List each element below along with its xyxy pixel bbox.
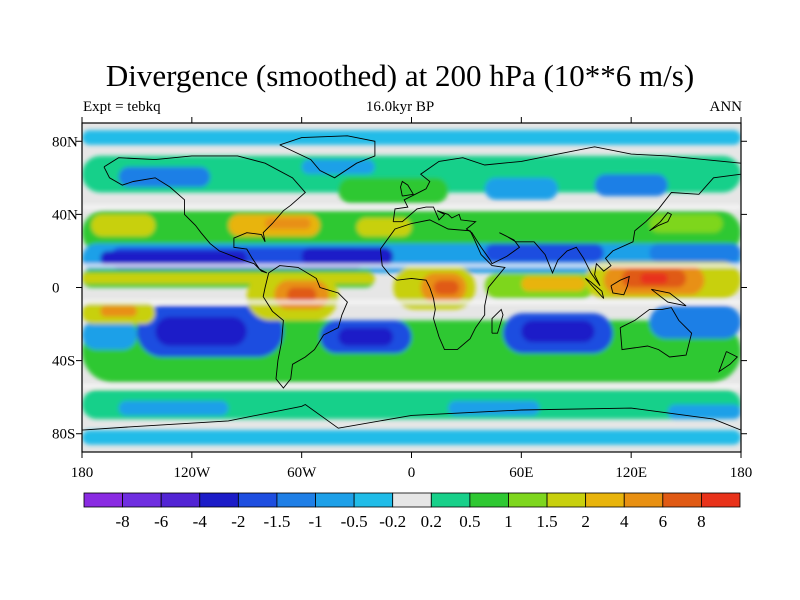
colorbar-swatch — [353, 492, 394, 508]
colorbar-swatch — [237, 492, 278, 508]
lon-tick-label: 0 — [408, 465, 416, 481]
lon-tick-label: 180 — [730, 465, 753, 481]
colorbar-swatch — [315, 492, 355, 508]
coastline — [82, 403, 741, 431]
colorbar-label: -8 — [116, 512, 130, 531]
experiment-label: Expt = tebkq — [83, 99, 161, 115]
colorbar-swatch — [122, 492, 162, 508]
lon-tick-label: 60W — [287, 465, 317, 481]
lon-tick-label: 120E — [615, 465, 647, 481]
field-patch — [82, 389, 741, 420]
colorbar-swatch — [701, 492, 741, 508]
colorbar-label: -0.2 — [379, 512, 406, 531]
colorbar: -8 -6 -4 -2 -1.5 -1 -0.5 -0.2 0.2 0.5 1 1.5 2 4 6 8 — [83, 492, 741, 531]
field-patch — [82, 130, 741, 145]
field-patch — [484, 243, 604, 262]
colorbar-label: 0.2 — [421, 512, 442, 531]
field-patch — [265, 218, 311, 230]
field-patch — [338, 177, 449, 204]
longitude-axis: 180 120W 60W 0 60E 120E 180 — [71, 117, 753, 481]
colorbar-label: 8 — [697, 512, 706, 531]
coastlines — [82, 135, 741, 431]
colorbar-swatch — [546, 492, 587, 508]
season-label: ANN — [709, 99, 743, 115]
coastline — [610, 275, 630, 296]
latitude-axis: 80N 40N 0 40S 80S — [52, 134, 747, 443]
field-patch — [649, 305, 741, 339]
plot-title: Divergence (smoothed) at 200 hPa (10**6 … — [105, 58, 695, 93]
colorbar-label: -1 — [308, 512, 322, 531]
field-patch — [118, 400, 229, 416]
coastline — [400, 180, 415, 197]
time-label: 16.0kyr BP — [365, 99, 435, 115]
field-patch — [667, 404, 741, 420]
field-patch — [118, 166, 211, 187]
divergence-field — [82, 130, 741, 445]
field-patch — [356, 218, 412, 237]
field-patch — [649, 214, 723, 233]
coastline — [649, 212, 673, 232]
field-patch — [82, 320, 137, 350]
colorbar-swatch — [623, 492, 664, 508]
map-panel — [82, 123, 741, 452]
field-patch — [338, 327, 394, 346]
colorbar-label: -2 — [231, 512, 245, 531]
colorbar-label: -0.5 — [341, 512, 368, 531]
coastline — [718, 351, 739, 373]
field-patch — [433, 280, 460, 295]
coastline — [103, 155, 306, 274]
colorbar-swatch — [662, 492, 702, 508]
field-patch — [521, 276, 586, 292]
field-patch — [287, 287, 317, 303]
colorbar-label: 1 — [504, 512, 513, 531]
lat-tick-label: 0 — [52, 281, 60, 297]
colorbar-swatch — [199, 492, 239, 508]
colorbar-label: 0.5 — [459, 512, 480, 531]
lat-tick-label: 40S — [52, 354, 75, 370]
coastline — [619, 307, 693, 358]
colorbar-label: -6 — [154, 512, 168, 531]
colorbar-label: 4 — [620, 512, 629, 531]
coastline — [491, 308, 504, 334]
colorbar-label: -4 — [193, 512, 208, 531]
field-patch — [649, 243, 741, 262]
field-patch — [82, 430, 741, 445]
coastline — [279, 135, 376, 179]
field-patch — [521, 320, 595, 343]
field-patch — [91, 214, 156, 237]
field-patch — [484, 177, 558, 200]
colorbar-swatch — [392, 492, 432, 508]
lat-tick-label: 80N — [52, 134, 78, 150]
colorbar-swatch — [83, 492, 123, 508]
field-patch — [594, 174, 668, 197]
colorbar-label: 6 — [659, 512, 668, 531]
lat-tick-label: 80S — [52, 427, 75, 443]
colorbar-swatch — [469, 492, 509, 508]
field-patch — [640, 272, 668, 284]
field-patch — [155, 316, 247, 346]
colorbar-label: -1.5 — [263, 512, 290, 531]
coastline — [379, 219, 506, 351]
coastline — [262, 265, 348, 389]
lon-tick-label: 120W — [173, 465, 211, 481]
coastline — [651, 288, 687, 307]
coastline — [392, 146, 741, 286]
colorbar-label: 2 — [581, 512, 590, 531]
field-patch — [82, 155, 741, 193]
lon-tick-label: 180 — [71, 465, 94, 481]
field-patch — [301, 247, 394, 266]
lat-tick-label: 40N — [52, 207, 78, 223]
lon-tick-label: 60E — [509, 465, 533, 481]
colorbar-swatch — [430, 492, 471, 508]
colorbar-swatch — [160, 492, 201, 508]
colorbar-swatch — [585, 492, 625, 508]
field-patch — [100, 305, 137, 317]
colorbar-label: 1.5 — [536, 512, 557, 531]
coastline — [585, 278, 605, 299]
field-patch — [100, 250, 247, 266]
colorbar-swatch — [508, 492, 548, 508]
colorbar-swatch — [276, 492, 316, 508]
field-patch — [448, 400, 540, 416]
